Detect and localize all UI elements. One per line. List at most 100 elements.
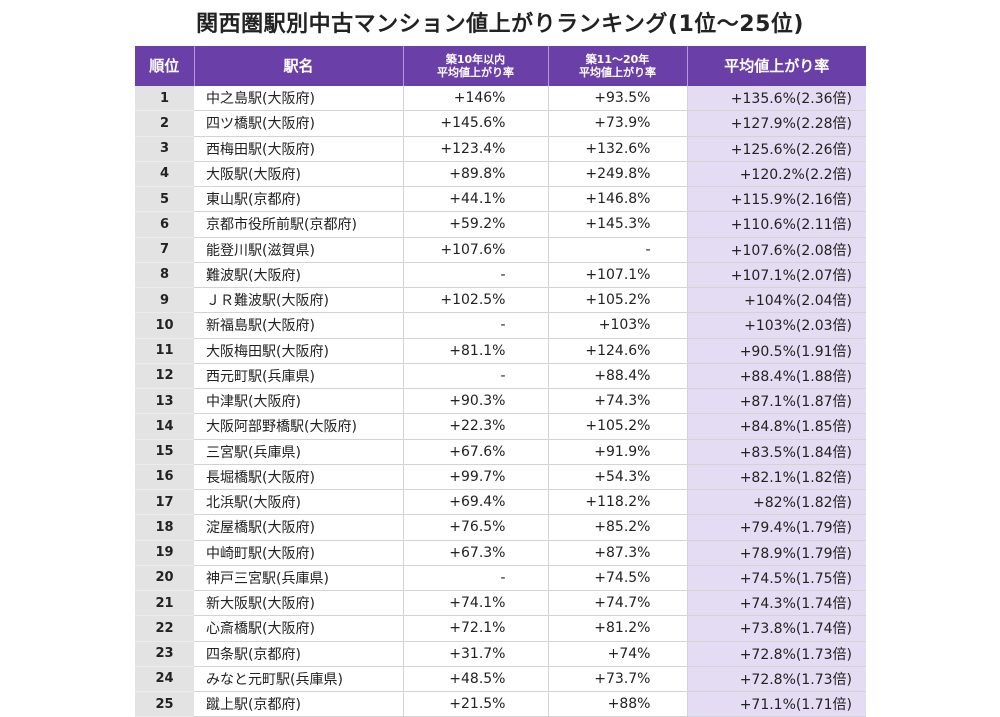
rank-cell: 22 [135, 615, 194, 642]
rank-cell: 9 [135, 287, 194, 314]
age10-cell: +99.7% [402, 464, 548, 491]
avg-cell: +115.9%(2.16倍) [686, 186, 866, 213]
chart-title: 関西圏駅別中古マンション値上がりランキング(1位～25位) [196, 12, 804, 37]
rank-cell: 4 [135, 161, 194, 188]
header-row: 順位 駅名 築10年以内 平均値上がり率 築11～20年 平均値上がり率 平均値… [135, 46, 866, 86]
station-cell: みなと元町駅(兵庫県) [194, 666, 403, 693]
header-rank: 順位 [135, 46, 195, 86]
avg-cell: +82.1%(1.82倍) [686, 464, 866, 491]
age10-cell: +67.6% [402, 439, 548, 465]
rank-cell: 2 [135, 110, 194, 137]
table-row: 18 淀屋橋駅(大阪府) +76.5% +85.2% +79.4%(1.79倍) [135, 514, 866, 541]
table-row: 7 能登川駅(滋賀県) +107.6% - +107.6%(2.08倍) [135, 237, 866, 263]
age10-cell: +69.4% [402, 489, 548, 516]
rank-cell: 21 [135, 590, 194, 617]
station-cell: 大阪阿部野橋駅(大阪府) [194, 413, 403, 440]
ranking-table: 順位 駅名 築10年以内 平均値上がり率 築11～20年 平均値上がり率 平均値… [135, 46, 866, 717]
rank-cell: 5 [135, 186, 194, 213]
rank-cell: 10 [135, 312, 194, 339]
avg-cell: +90.5%(1.91倍) [686, 338, 866, 364]
avg-cell: +78.9%(1.79倍) [686, 540, 866, 566]
station-cell: 心斎橋駅(大阪府) [194, 615, 403, 642]
avg-cell: +120.2%(2.2倍) [686, 161, 866, 188]
avg-cell: +73.8%(1.74倍) [686, 615, 866, 642]
table-row: 9 ＪＲ難波駅(大阪府) +102.5% +105.2% +104%(2.04倍) [135, 287, 866, 314]
age20-cell: +124.6% [547, 338, 687, 364]
table-row: 14 大阪阿部野橋駅(大阪府) +22.3% +105.2% +84.8%(1.85倍) [135, 413, 866, 440]
table-row: 6 京都市役所前駅(京都府) +59.2% +145.3% +110.6%(2.11倍) [135, 211, 866, 238]
station-cell: 西元町駅(兵庫県) [194, 363, 403, 390]
age20-cell: +87.3% [547, 540, 687, 566]
age10-cell: +146% [402, 86, 548, 112]
age20-cell: +88.4% [547, 363, 687, 390]
age20-cell: +85.2% [547, 514, 687, 541]
header-station: 駅名 [194, 46, 404, 86]
rank-cell: 12 [135, 363, 194, 390]
station-cell: 西梅田駅(大阪府) [194, 136, 403, 162]
table-row: 2 四ツ橋駅(大阪府) +145.6% +73.9% +127.9%(2.28倍) [135, 110, 866, 137]
station-cell: 三宮駅(兵庫県) [194, 439, 403, 465]
rank-cell: 8 [135, 262, 194, 289]
avg-cell: +87.1%(1.87倍) [686, 388, 866, 415]
age20-cell: +145.3% [547, 211, 687, 238]
age20-cell: +74.5% [547, 565, 687, 592]
header-avg: 平均値上がり率 [687, 46, 866, 86]
table-row: 8 難波駅(大阪府) - +107.1% +107.1%(2.07倍) [135, 262, 866, 289]
table-row: 21 新大阪駅(大阪府) +74.1% +74.7% +74.3%(1.74倍) [135, 590, 866, 617]
avg-cell: +103%(2.03倍) [686, 312, 866, 339]
rank-cell: 6 [135, 211, 194, 238]
rank-cell: 23 [135, 641, 194, 667]
table-row: 16 長堀橋駅(大阪府) +99.7% +54.3% +82.1%(1.82倍) [135, 464, 866, 491]
avg-cell: +125.6%(2.26倍) [686, 136, 866, 162]
age20-cell: +105.2% [547, 287, 687, 314]
rank-cell: 11 [135, 338, 194, 364]
rank-cell: 20 [135, 565, 194, 592]
age20-cell: +118.2% [547, 489, 687, 516]
station-cell: 能登川駅(滋賀県) [194, 237, 403, 263]
station-cell: 大阪梅田駅(大阪府) [194, 338, 403, 364]
table-row: 15 三宮駅(兵庫県) +67.6% +91.9% +83.5%(1.84倍) [135, 439, 866, 465]
age10-cell: +59.2% [402, 211, 548, 238]
station-cell: ＪＲ難波駅(大阪府) [194, 287, 403, 314]
rank-cell: 16 [135, 464, 194, 491]
table-row: 20 神戸三宮駅(兵庫県) - +74.5% +74.5%(1.75倍) [135, 565, 866, 592]
age20-cell: +103% [547, 312, 687, 339]
header-age-10: 築10年以内 平均値上がり率 [403, 46, 549, 86]
station-cell: 淀屋橋駅(大阪府) [194, 514, 403, 541]
age10-cell: +102.5% [402, 287, 548, 314]
avg-cell: +82%(1.82倍) [686, 489, 866, 516]
age10-cell: +81.1% [402, 338, 548, 364]
table-row: 13 中津駅(大阪府) +90.3% +74.3% +87.1%(1.87倍) [135, 388, 866, 415]
rank-cell: 3 [135, 136, 194, 162]
avg-cell: +72.8%(1.73倍) [686, 666, 866, 693]
avg-cell: +127.9%(2.28倍) [686, 110, 866, 137]
table-row: 3 西梅田駅(大阪府) +123.4% +132.6% +125.6%(2.26倍) [135, 136, 866, 162]
rank-cell: 7 [135, 237, 194, 263]
age20-cell: +249.8% [547, 161, 687, 188]
station-cell: 新福島駅(大阪府) [194, 312, 403, 339]
avg-cell: +104%(2.04倍) [686, 287, 866, 314]
table-row: 22 心斎橋駅(大阪府) +72.1% +81.2% +73.8%(1.74倍) [135, 615, 866, 642]
age20-cell: +132.6% [547, 136, 687, 162]
age10-cell: +90.3% [402, 388, 548, 415]
station-cell: 四条駅(京都府) [194, 641, 403, 667]
station-cell: 中之島駅(大阪府) [194, 86, 403, 112]
age10-cell: +67.3% [402, 540, 548, 566]
age20-cell: - [547, 237, 687, 263]
table-row: 10 新福島駅(大阪府) - +103% +103%(2.03倍) [135, 312, 866, 339]
age10-cell: - [402, 262, 548, 289]
avg-cell: +74.3%(1.74倍) [686, 590, 866, 617]
table-row: 12 西元町駅(兵庫県) - +88.4% +88.4%(1.88倍) [135, 363, 866, 390]
age20-cell: +74% [547, 641, 687, 667]
age10-cell: +48.5% [402, 666, 548, 693]
rank-cell: 1 [135, 86, 194, 112]
station-cell: 大阪駅(大阪府) [194, 161, 403, 188]
station-cell: 北浜駅(大阪府) [194, 489, 403, 516]
header-age-20-line1: 築11～20年 [585, 52, 650, 66]
table-row: 23 四条駅(京都府) +31.7% +74% +72.8%(1.73倍) [135, 641, 866, 667]
age20-cell: +107.1% [547, 262, 687, 289]
table-body: 1 中之島駅(大阪府) +146% +93.5% +135.6%(2.36倍) 2 四ツ橋駅… [135, 86, 866, 717]
age10-cell: +72.1% [402, 615, 548, 642]
age20-cell: +105.2% [547, 413, 687, 440]
age20-cell: +54.3% [547, 464, 687, 491]
